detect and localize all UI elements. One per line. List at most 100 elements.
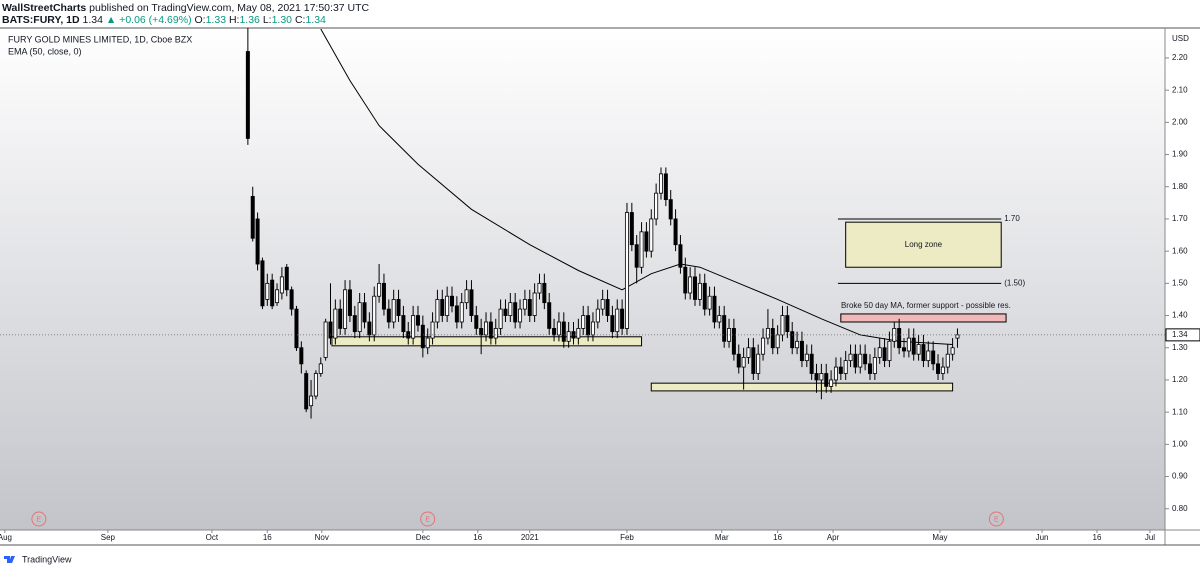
y-tick-label: 0.80 xyxy=(1172,504,1188,513)
candle-body xyxy=(712,295,717,323)
candle-body xyxy=(751,347,756,374)
candle-body xyxy=(513,302,518,323)
candle-body xyxy=(858,353,863,368)
last: 1.34 xyxy=(83,14,104,26)
candle-body xyxy=(381,282,386,310)
candle-body xyxy=(814,373,819,381)
candle-body xyxy=(590,321,595,336)
candle-body xyxy=(731,328,736,355)
candle-body xyxy=(537,282,542,294)
candle-body xyxy=(328,321,333,339)
x-tick-label: Dec xyxy=(416,533,430,542)
candle-body xyxy=(678,244,683,268)
ohlc-value: 1.34 xyxy=(305,14,326,26)
candle-body xyxy=(357,302,362,333)
candle-body xyxy=(940,366,945,374)
candle-body xyxy=(595,308,600,323)
last-price-box xyxy=(1165,328,1200,342)
candle-body xyxy=(799,340,804,362)
candle-body xyxy=(707,295,712,310)
candle-body xyxy=(323,321,328,358)
candle-body xyxy=(902,347,907,352)
candle-body xyxy=(955,334,960,339)
x-tick-label: 16 xyxy=(773,533,782,542)
candle-body xyxy=(445,295,450,316)
candle-body xyxy=(440,299,445,316)
candle-body xyxy=(663,173,668,201)
candle-body xyxy=(343,289,348,329)
candle-body xyxy=(464,289,469,304)
y-tick-label: 2.10 xyxy=(1172,85,1188,94)
candle-body xyxy=(872,357,877,374)
candle-body xyxy=(576,328,581,339)
x-tick-label: May xyxy=(932,533,947,542)
candle-body xyxy=(693,276,698,300)
candle-body xyxy=(945,353,950,368)
level-label: (1.50) xyxy=(1004,278,1025,287)
candle-body xyxy=(435,299,440,323)
y-tick-label: 1.60 xyxy=(1172,246,1188,255)
zone-label: Long zone xyxy=(905,240,943,249)
x-tick-label: Nov xyxy=(315,533,329,542)
candle-body xyxy=(829,379,834,387)
candle-body xyxy=(950,347,955,355)
candle-body xyxy=(838,366,843,374)
author: WallStreetCharts xyxy=(2,2,86,14)
logo: TradingView xyxy=(4,554,72,564)
ohlc-label: O: xyxy=(195,14,206,26)
y-tick-label: 1.20 xyxy=(1172,375,1188,384)
candle-body xyxy=(615,308,620,333)
candle-body xyxy=(795,340,800,349)
candle-body xyxy=(279,276,284,294)
candle-body xyxy=(620,308,625,329)
candle-body xyxy=(250,196,255,239)
candle-body xyxy=(450,295,455,307)
candle-body xyxy=(911,337,916,355)
candle-body xyxy=(255,218,260,265)
candle-body xyxy=(391,299,396,323)
candle-body xyxy=(411,315,416,339)
ohlc-label: L: xyxy=(263,14,272,26)
candle-body xyxy=(454,305,459,323)
candle-body xyxy=(401,315,406,333)
candle-body xyxy=(824,373,829,387)
candle-body xyxy=(547,302,552,329)
candle-body xyxy=(765,328,770,339)
y-tick-label: 2.00 xyxy=(1172,117,1188,126)
candle-body xyxy=(634,244,639,268)
x-tick-label: Jul xyxy=(1145,533,1155,542)
candle-body xyxy=(265,282,270,300)
candle-body xyxy=(756,353,761,374)
y-tick-label: 2.20 xyxy=(1172,53,1188,62)
candle-body xyxy=(916,344,921,355)
ohlc-label: C: xyxy=(295,14,306,26)
candle-body xyxy=(819,373,824,381)
symbol: BATS:FURY, 1D xyxy=(2,14,80,26)
candle-body xyxy=(260,260,265,307)
brand: TradingView xyxy=(22,554,72,564)
candle-body xyxy=(780,315,785,336)
ohlc-value: 1.36 xyxy=(239,14,260,26)
candle-body xyxy=(770,328,775,349)
candle-body xyxy=(649,218,654,252)
candle-body xyxy=(673,218,678,246)
candle-body xyxy=(668,199,673,220)
event-marker xyxy=(988,511,1004,527)
candle-body xyxy=(605,299,610,316)
ohlc-value: 1.30 xyxy=(272,14,293,26)
candle-body xyxy=(921,344,926,362)
candle-body xyxy=(566,331,571,342)
candle-body xyxy=(459,302,464,323)
plot: Long zone 1.70 (1.50) Broke 50 day MA, form… xyxy=(0,28,1165,419)
candle-body xyxy=(877,347,882,358)
x-tick-label: Aug xyxy=(0,533,12,542)
plot-background xyxy=(0,28,1165,530)
x-tick-label: 16 xyxy=(1093,533,1102,542)
candle-body xyxy=(484,321,489,336)
candle-body xyxy=(479,328,484,336)
candle-body xyxy=(688,276,693,294)
candle-body xyxy=(294,308,299,349)
candle-body xyxy=(527,299,532,316)
candle-body xyxy=(556,321,561,336)
